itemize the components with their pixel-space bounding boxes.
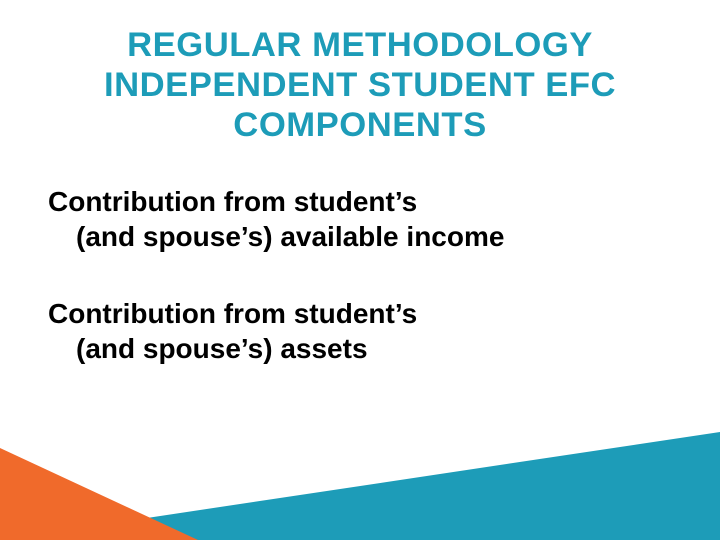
component-item: Contribution from student’s (and spouse’… <box>48 296 680 366</box>
title-line-2: INDEPENDENT STUDENT EFC COMPONENTS <box>0 66 720 146</box>
title-line-1: REGULAR METHODOLOGY <box>0 26 720 66</box>
component-line-1: Contribution from student’s <box>48 298 417 329</box>
component-line-2: (and spouse’s) assets <box>48 331 680 366</box>
component-line-2: (and spouse’s) available income <box>48 219 680 254</box>
orange-triangle <box>0 448 198 540</box>
component-line-1: Contribution from student’s <box>48 186 417 217</box>
teal-triangle <box>0 432 720 540</box>
body-content: Contribution from student’s (and spouse’… <box>0 146 720 366</box>
slide: REGULAR METHODOLOGY INDEPENDENT STUDENT … <box>0 0 720 540</box>
footer-decoration <box>0 420 720 540</box>
slide-title: REGULAR METHODOLOGY INDEPENDENT STUDENT … <box>0 0 720 146</box>
component-item: Contribution from student’s (and spouse’… <box>48 184 680 254</box>
